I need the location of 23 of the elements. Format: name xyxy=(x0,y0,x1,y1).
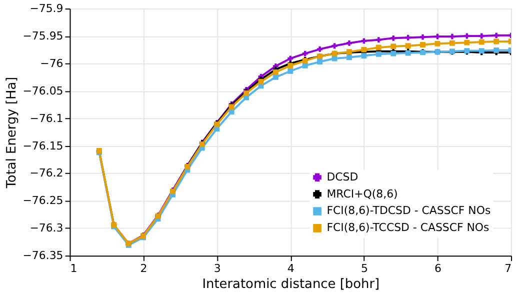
x-axis-title: Interatomic distance [bohr] xyxy=(202,276,380,292)
x-tick-label: 6 xyxy=(434,262,442,276)
y-tick-label: −76.1 xyxy=(30,112,64,125)
x-tick-label: 3 xyxy=(214,262,221,276)
legend-label: FCI(8,6)-TCCSD - CASSCF NOs xyxy=(326,221,490,234)
y-tick-label: −75.95 xyxy=(22,29,64,42)
y-tick-label: −75.9 xyxy=(30,2,64,16)
y-tick-label: −76.3 xyxy=(30,222,64,235)
y-axis-title: Total Energy [Ha] xyxy=(4,76,20,190)
y-tick-label: −76.2 xyxy=(30,166,64,180)
legend-label: MRCI+Q(8,6) xyxy=(326,187,398,200)
y-tick-label: −76.25 xyxy=(22,194,64,208)
x-tick-label: 2 xyxy=(140,262,148,276)
x-tick-label: 4 xyxy=(287,262,294,276)
y-tick-label: −76.35 xyxy=(22,249,64,262)
legend-label: FCI(8,6)-TDCSD - CASSCF NOs xyxy=(326,204,491,218)
y-tick-label: −76 xyxy=(40,56,64,70)
x-tick-label: 1 xyxy=(70,262,78,276)
y-tick-label: −76.05 xyxy=(22,84,64,98)
x-tick-label: 5 xyxy=(360,262,368,276)
y-tick-label: −76.15 xyxy=(22,139,64,152)
legend-label: DCSD xyxy=(326,170,358,184)
x-tick-label: 7 xyxy=(504,262,512,276)
